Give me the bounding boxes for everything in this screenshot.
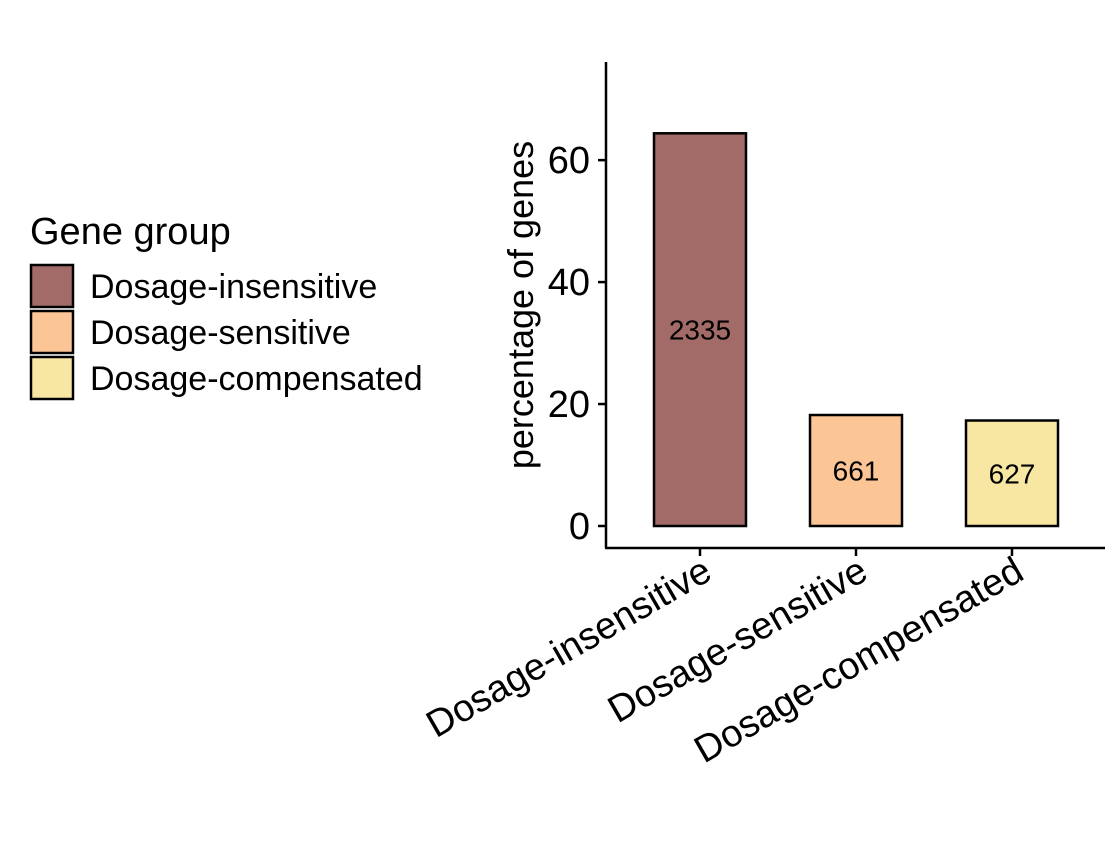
legend-swatch	[29, 263, 75, 309]
legend: Gene group Dosage-insensitive Dosage-sens…	[29, 211, 423, 401]
bar-value-label: 2335	[669, 315, 731, 346]
y-tick-label: 20	[548, 384, 590, 426]
y-tick-label: 60	[548, 140, 590, 182]
legend-label: Dosage-compensated	[90, 360, 423, 398]
legend-label: Dosage-sensitive	[90, 314, 351, 352]
bar-dosage-insensitive	[652, 132, 748, 528]
legend-label: Dosage-insensitive	[90, 268, 377, 306]
y-tick-label: 40	[548, 262, 590, 304]
bar-value-label: 627	[989, 458, 1036, 489]
legend-swatch	[29, 309, 75, 355]
y-tick-label: 0	[569, 506, 590, 548]
bar-value-label: 661	[833, 456, 880, 487]
y-axis-title: percentage of genes	[500, 141, 541, 469]
legend-title: Gene group	[30, 211, 231, 253]
x-tick-label: Dosage-insensitive	[419, 549, 718, 746]
bar-dosage-compensated	[964, 419, 1060, 528]
bar-dosage-sensitive	[808, 413, 904, 528]
legend-swatch	[29, 355, 75, 401]
x-tick-label: Dosage-sensitive	[601, 549, 874, 731]
